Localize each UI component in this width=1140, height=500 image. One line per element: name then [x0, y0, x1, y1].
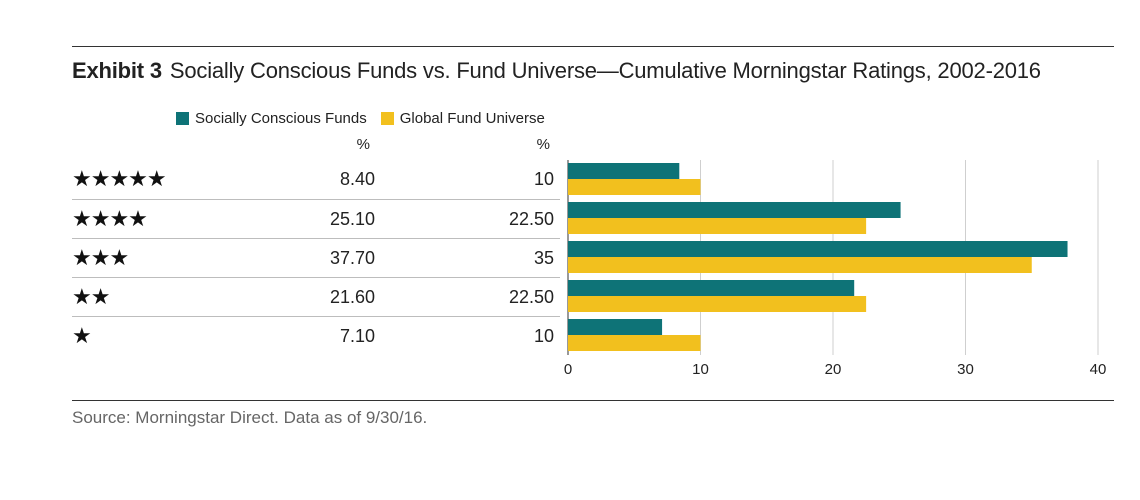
table-row: ★★★★★ 8.40 10: [72, 160, 560, 199]
x-tick-label: 20: [825, 361, 842, 378]
bar-socially-conscious: [568, 202, 901, 218]
bar-socially-conscious: [568, 280, 855, 296]
row-divider: [72, 199, 560, 200]
star-rating-2: ★★: [72, 285, 110, 310]
row-divider: [72, 316, 560, 317]
source-note: Source: Morningstar Direct. Data as of 9…: [72, 408, 428, 427]
star-rating-4: ★★★★: [72, 207, 148, 232]
bar-socially-conscious: [568, 163, 680, 179]
legend-item-socially-conscious: Socially Conscious Funds: [176, 110, 367, 127]
legend-item-global-universe: Global Fund Universe: [380, 110, 545, 127]
bar-global-universe: [568, 257, 1032, 273]
row-divider: [72, 277, 560, 278]
value-socially-conscious: 8.40: [339, 169, 375, 189]
value-socially-conscious: 7.10: [339, 326, 375, 346]
star-rating-5: ★★★★★: [72, 167, 167, 192]
col-b-unit: %: [536, 136, 550, 153]
bar-global-universe: [568, 335, 701, 351]
x-tick-label: 30: [957, 361, 974, 378]
value-global-universe: 22.50: [508, 287, 554, 307]
x-tick-label: 10: [692, 361, 709, 378]
title-text: Socially Conscious Funds vs. Fund Univer…: [169, 58, 1041, 83]
value-global-universe: 22.50: [508, 209, 554, 229]
bar-chart: 0 10 20 30 40: [564, 160, 1107, 378]
star-rating-1: ★: [72, 324, 92, 349]
table-row: ★★★★ 25.10 22.50: [72, 200, 560, 239]
value-socially-conscious: 37.70: [329, 248, 375, 268]
exhibit-label: Exhibit 3: [72, 58, 162, 83]
legend: Socially Conscious Funds Global Fund Uni…: [176, 110, 559, 127]
value-global-universe: 35: [533, 248, 554, 268]
legend-label-socially-conscious: Socially Conscious Funds: [195, 110, 367, 127]
bar-global-universe: [568, 179, 701, 195]
table-row: ★★ 21.60 22.50: [72, 278, 560, 317]
col-a-unit: %: [356, 136, 370, 153]
bar-socially-conscious: [568, 319, 663, 335]
bar-socially-conscious: [568, 241, 1068, 257]
legend-swatch-teal: [176, 112, 189, 125]
bar-global-universe: [568, 296, 867, 312]
row-divider: [72, 238, 560, 239]
value-socially-conscious: 21.60: [329, 287, 375, 307]
value-socially-conscious: 25.10: [329, 209, 375, 229]
x-tick-label: 40: [1090, 361, 1107, 378]
bottom-rule: [72, 400, 1114, 401]
value-global-universe: 10: [533, 169, 554, 189]
chart-title: Exhibit 3 Socially Conscious Funds vs. Fu…: [72, 58, 1041, 84]
legend-swatch-yellow: [380, 112, 394, 125]
bar-global-universe: [568, 218, 867, 234]
table-row: ★★★ 37.70 35: [72, 239, 560, 278]
table-row: ★ 7.10 10: [72, 317, 560, 356]
value-global-universe: 10: [533, 326, 554, 346]
legend-label-global-universe: Global Fund Universe: [399, 110, 545, 127]
star-rating-3: ★★★: [72, 246, 129, 271]
x-tick-label: 0: [564, 361, 572, 378]
top-rule: [72, 46, 1114, 47]
